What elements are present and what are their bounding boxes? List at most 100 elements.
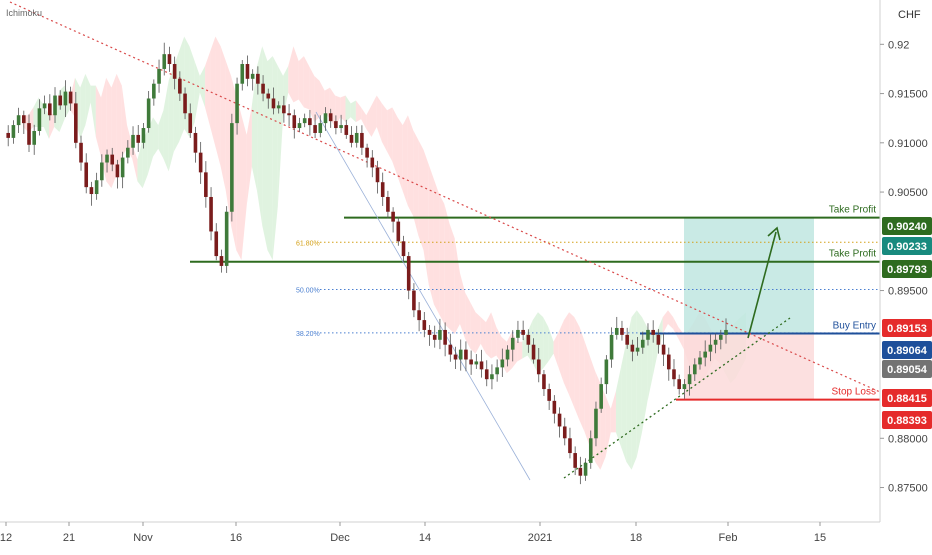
candle <box>708 344 713 352</box>
candle <box>141 128 146 143</box>
price-label-box <box>882 260 932 278</box>
channel-line <box>315 111 531 481</box>
cloud-segment <box>163 80 169 172</box>
cloud-segment <box>142 130 148 189</box>
cloud-segment <box>277 65 284 206</box>
candle <box>219 256 224 266</box>
candle <box>198 152 203 173</box>
cloud-segment <box>407 115 414 216</box>
candle <box>105 154 109 163</box>
candle <box>391 211 395 222</box>
level-annotation: Buy Entry <box>833 320 876 331</box>
cloud-segment <box>361 107 367 130</box>
candle <box>89 187 94 195</box>
candle <box>42 103 47 109</box>
candle <box>490 374 494 380</box>
candle <box>599 384 603 409</box>
price-label-box <box>882 237 932 255</box>
fib-label: 38.20% <box>296 331 320 338</box>
candle <box>432 334 437 340</box>
trade-zones <box>684 217 814 400</box>
candle <box>422 320 427 330</box>
candle <box>32 130 37 145</box>
candle <box>339 125 343 129</box>
candle <box>656 334 661 345</box>
cloud-segment <box>522 331 528 359</box>
cloud-segment <box>563 312 570 395</box>
cloud-segment <box>662 310 668 334</box>
candle <box>183 93 187 114</box>
candle <box>63 91 68 106</box>
candle <box>110 154 115 165</box>
candle <box>235 83 239 124</box>
cloud-segment <box>371 95 377 137</box>
candle <box>313 125 317 133</box>
candle <box>308 118 312 126</box>
candle <box>276 105 281 109</box>
indicator-label: Ichimoku <box>6 8 42 18</box>
level-annotation: Stop Loss <box>832 387 876 398</box>
candle <box>713 339 718 345</box>
candle <box>698 357 702 365</box>
price-label: 0.90233 <box>887 241 927 253</box>
candle <box>131 134 135 148</box>
cloud-segment <box>80 73 86 139</box>
cloud-segment <box>225 61 232 226</box>
candle <box>458 349 463 360</box>
candle <box>453 354 458 360</box>
candle <box>323 113 328 124</box>
fib-label: 50.00% <box>296 288 320 295</box>
cloud-segment <box>309 65 315 123</box>
candle <box>74 103 78 143</box>
x-tick-label: 12 <box>0 532 12 544</box>
y-tick-label: 0.92 <box>888 39 909 51</box>
candle <box>146 98 151 129</box>
cloud-segment <box>402 115 408 206</box>
cloud-segment <box>537 312 544 374</box>
x-tick-label: Feb <box>719 532 738 544</box>
cloud-segment <box>548 326 554 362</box>
cloud-segment <box>667 310 674 329</box>
price-labels: 0.90240 0.90233 0.89793 0.89153 0.89064 0.890… <box>882 217 932 429</box>
descending-trendline <box>9 1 881 393</box>
candle <box>287 113 291 116</box>
y-tick-label: 0.88000 <box>888 433 928 445</box>
candle <box>94 180 99 195</box>
candle <box>297 123 302 129</box>
candle <box>318 123 323 133</box>
cloud-segment <box>85 73 91 126</box>
cloud-segment <box>496 326 502 364</box>
cloud-segment <box>210 36 216 147</box>
candle <box>100 162 104 181</box>
candle <box>661 344 666 355</box>
cloud-segment <box>283 65 289 118</box>
cloud-segment <box>324 87 330 120</box>
candle <box>557 413 562 427</box>
candle <box>157 68 161 84</box>
cloud-segment <box>647 326 653 403</box>
cloud-segment <box>553 331 559 369</box>
x-tick-label: 18 <box>630 532 642 544</box>
price-label-box <box>882 360 932 378</box>
cloud-segment <box>413 130 419 236</box>
cloud-segment <box>610 391 616 433</box>
candle <box>354 132 359 143</box>
candle <box>401 241 406 257</box>
cloud-segment <box>314 75 320 123</box>
candle <box>505 349 510 360</box>
price-label-box <box>882 319 932 337</box>
candle <box>724 329 728 335</box>
candle <box>640 339 645 348</box>
candle <box>646 329 650 340</box>
cloud-segment <box>355 100 362 123</box>
candle <box>562 426 567 439</box>
arrow-head-icon <box>767 226 781 241</box>
candle <box>188 113 193 133</box>
cloud-segment <box>194 61 200 123</box>
cloud-segment <box>158 110 164 159</box>
price-label: 0.89153 <box>887 323 927 335</box>
cloud-segment <box>90 85 96 137</box>
price-label: 0.88393 <box>887 415 927 427</box>
level-annotation: Take Profit <box>829 205 876 216</box>
